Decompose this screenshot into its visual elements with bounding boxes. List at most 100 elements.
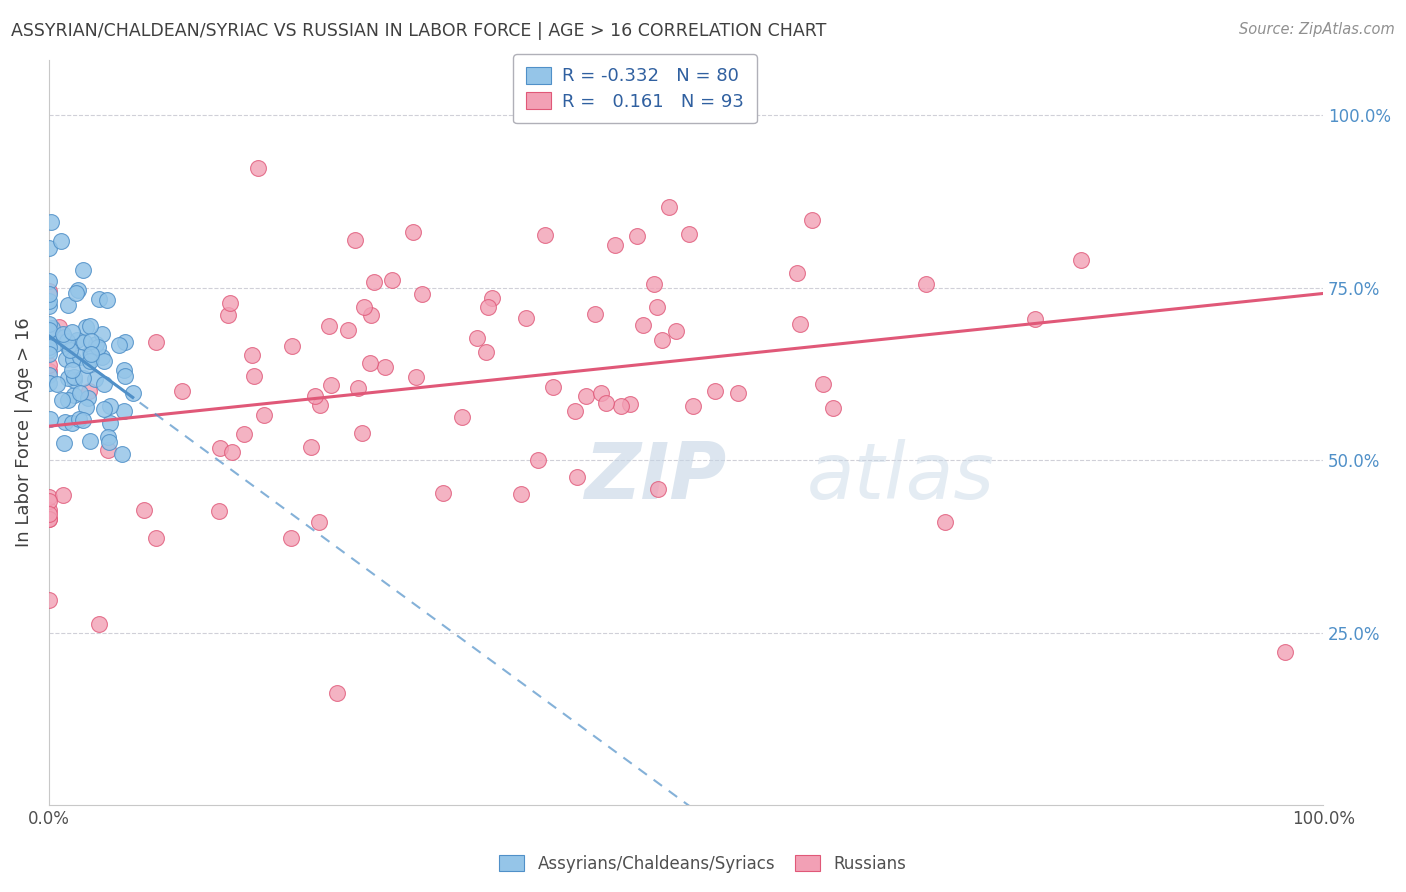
- Point: [534, 227, 557, 242]
- Point: [665, 325, 688, 339]
- Point: [38, 491, 60, 505]
- Point: [93, 354, 115, 368]
- Point: [66, 283, 89, 297]
- Point: [38, 323, 60, 337]
- Point: [619, 397, 641, 411]
- Point: [114, 335, 136, 350]
- Point: [63, 374, 86, 388]
- Point: [46, 376, 69, 391]
- Point: [299, 440, 322, 454]
- Point: [564, 404, 586, 418]
- Point: [76, 392, 98, 406]
- Point: [53, 415, 76, 429]
- Point: [53, 330, 76, 344]
- Point: [52, 488, 75, 502]
- Point: [280, 339, 302, 353]
- Point: [38, 343, 60, 357]
- Point: [450, 409, 472, 424]
- Point: [631, 318, 654, 332]
- Point: [63, 388, 86, 402]
- Point: [374, 359, 396, 374]
- Point: [84, 337, 107, 351]
- Point: [651, 334, 673, 348]
- Point: [811, 376, 834, 391]
- Point: [72, 413, 94, 427]
- Point: [91, 350, 114, 364]
- Point: [72, 371, 94, 385]
- Point: [360, 308, 382, 322]
- Point: [658, 200, 681, 214]
- Point: [44, 337, 66, 351]
- Point: [69, 385, 91, 400]
- Point: [52, 436, 75, 450]
- Point: [72, 263, 94, 277]
- Point: [56, 371, 79, 385]
- Point: [475, 345, 498, 359]
- Point: [678, 227, 700, 242]
- Point: [1274, 645, 1296, 659]
- Point: [280, 531, 302, 545]
- Point: [432, 486, 454, 500]
- Point: [89, 616, 111, 631]
- Text: ZIP: ZIP: [583, 439, 727, 516]
- Point: [75, 319, 97, 334]
- Point: [233, 426, 256, 441]
- Point: [132, 502, 155, 516]
- Point: [63, 369, 86, 384]
- Point: [343, 233, 366, 247]
- Point: [38, 241, 60, 255]
- Text: atlas: atlas: [807, 439, 995, 516]
- Point: [353, 301, 375, 315]
- Point: [79, 345, 101, 359]
- Point: [801, 212, 824, 227]
- Point: [56, 340, 79, 354]
- Point: [55, 351, 77, 366]
- Point: [821, 401, 844, 416]
- Point: [405, 370, 427, 384]
- Point: [240, 348, 263, 362]
- Point: [359, 356, 381, 370]
- Point: [411, 287, 433, 301]
- Point: [87, 292, 110, 306]
- Point: [38, 412, 60, 426]
- Point: [477, 300, 499, 314]
- Point: [56, 334, 79, 348]
- Point: [595, 395, 617, 409]
- Point: [1024, 311, 1046, 326]
- Point: [65, 285, 87, 300]
- Point: [59, 343, 82, 357]
- Point: [253, 408, 276, 422]
- Point: [217, 309, 239, 323]
- Point: [79, 354, 101, 368]
- Point: [38, 511, 60, 525]
- Point: [38, 340, 60, 354]
- Point: [38, 364, 60, 378]
- Point: [111, 447, 134, 461]
- Point: [60, 363, 83, 377]
- Point: [527, 453, 550, 467]
- Point: [93, 402, 115, 417]
- Point: [170, 384, 193, 398]
- Point: [96, 293, 118, 308]
- Point: [80, 347, 103, 361]
- Point: [934, 515, 956, 529]
- Point: [73, 335, 96, 350]
- Point: [567, 470, 589, 484]
- Point: [38, 347, 60, 361]
- Point: [75, 401, 97, 415]
- Point: [318, 318, 340, 333]
- Point: [38, 493, 60, 508]
- Point: [321, 378, 343, 392]
- Point: [38, 274, 60, 288]
- Point: [727, 385, 749, 400]
- Legend: Assyrians/Chaldeans/Syriacs, Russians: Assyrians/Chaldeans/Syriacs, Russians: [492, 848, 914, 880]
- Point: [90, 327, 112, 342]
- Point: [38, 336, 60, 351]
- Point: [145, 531, 167, 545]
- Point: [56, 298, 79, 312]
- Point: [38, 503, 60, 517]
- Point: [309, 398, 332, 412]
- Point: [52, 327, 75, 342]
- Point: [38, 359, 60, 373]
- Point: [93, 376, 115, 391]
